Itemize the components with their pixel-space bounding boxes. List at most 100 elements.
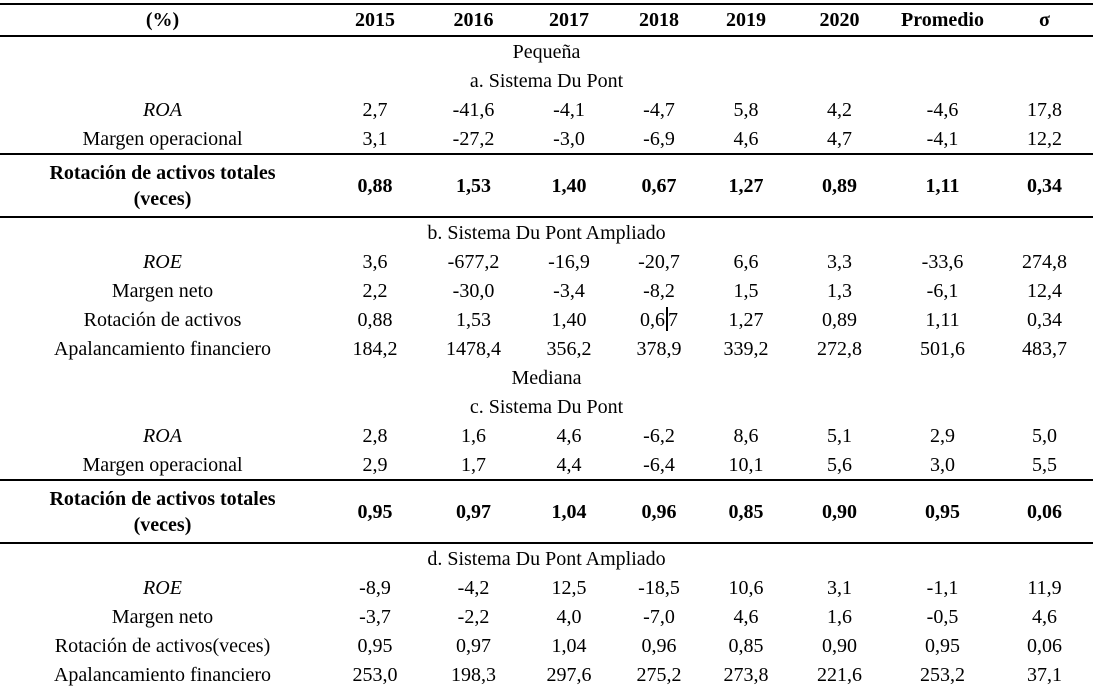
- data-cell: -8,9: [359, 576, 391, 599]
- data-cell: 339,2: [723, 337, 769, 360]
- section-title: d. Sistema Du Pont Ampliado: [427, 547, 666, 570]
- table-header: (%) 2015 2016 2017 2018 2019 2020 Promedio σ: [0, 4, 1093, 37]
- data-cell: -7,0: [643, 605, 675, 628]
- data-cell: 3,3: [827, 250, 852, 273]
- dupont-table: (%) 2015 2016 2017 2018 2019 2020 Promedio σ Peq…: [0, 3, 1093, 688]
- data-cell: -27,2: [452, 127, 495, 150]
- data-cell: 0,88: [325, 153, 425, 218]
- table-row: Rotación de activos totales (veces) 0,88 1,…: [0, 153, 1093, 218]
- data-cell: 272,8: [817, 337, 862, 360]
- data-cell: 2,8: [362, 424, 388, 447]
- header-row: (%) 2015 2016 2017 2018 2019 2020 Promedio σ: [0, 4, 1093, 37]
- row-label-line: (veces): [133, 187, 192, 210]
- data-cell: 275,2: [636, 663, 682, 686]
- row-label: Margen neto: [111, 279, 214, 302]
- data-cell: 1,6: [461, 424, 486, 447]
- row-label: ROE: [143, 250, 182, 273]
- section-title: c. Sistema Du Pont: [469, 395, 624, 418]
- group-title-row: Pequeña: [0, 36, 1093, 66]
- data-cell: 0,95: [357, 634, 393, 657]
- table-row: ROA 2,7 -41,6 -4,1 -4,7 5,8 4,2 -4,6 17,8: [0, 95, 1093, 124]
- table-row: Margen neto 2,2 -30,0 -3,4 -8,2 1,5 1,3 -6,1 12,…: [0, 276, 1093, 305]
- data-cell: -6,1: [926, 279, 959, 302]
- data-cell: 0,34: [1027, 308, 1062, 331]
- data-cell: 0,85: [702, 479, 790, 544]
- data-cell: 6,6: [733, 250, 759, 273]
- data-cell: 3,0: [930, 453, 955, 476]
- data-cell: -677,2: [447, 250, 500, 273]
- data-cell: 3,1: [362, 127, 388, 150]
- data-cell: 0,67: [616, 153, 702, 218]
- table-row: Apalancamiento financiero 253,0 198,3 297,6…: [0, 660, 1093, 688]
- data-cell: 483,7: [1022, 337, 1067, 360]
- data-cell: 10,6: [728, 576, 764, 599]
- data-cell: 274,8: [1022, 250, 1067, 273]
- table-body: Pequeña a. Sistema Du Pont ROA 2,7 -41,6 -4,1…: [0, 36, 1093, 688]
- table-row: Rotación de activos(veces) 0,95 0,97 1,04 0,…: [0, 631, 1093, 660]
- column-header: 2016: [425, 4, 522, 37]
- row-label: Apalancamiento financiero: [53, 663, 272, 686]
- data-cell: 0,95: [325, 479, 425, 544]
- column-header: 2020: [790, 4, 889, 37]
- data-cell: 0,90: [790, 479, 889, 544]
- data-cell: 0,96: [641, 634, 677, 657]
- row-label: Rotación de activos: [83, 308, 242, 331]
- data-cell: 501,6: [920, 337, 965, 360]
- data-cell: 0,88: [357, 308, 393, 331]
- group-title-row: Mediana: [0, 363, 1093, 392]
- data-cell: -2,2: [457, 605, 490, 628]
- table-row: Rotación de activos totales (veces) 0,95 0,…: [0, 479, 1093, 544]
- data-cell: 4,6: [556, 424, 582, 447]
- data-cell: 1,40: [522, 153, 616, 218]
- data-cell: -33,6: [921, 250, 964, 273]
- section-title-row: a. Sistema Du Pont: [0, 66, 1093, 95]
- data-cell: -41,6: [452, 98, 495, 121]
- row-label: ROA: [143, 98, 182, 121]
- data-cell: 4,6: [1032, 605, 1057, 628]
- row-label: Margen operacional: [82, 453, 243, 476]
- section-title: b. Sistema Du Pont Ampliado: [427, 221, 666, 244]
- data-cell: 0,95: [889, 479, 996, 544]
- data-cell: -4,7: [643, 98, 675, 121]
- data-cell: 0,06: [1027, 634, 1062, 657]
- row-label: Rotación de activos(veces): [54, 634, 271, 657]
- table-row: Margen operacional 2,9 1,7 4,4 -6,4 10,1 5,6 3,…: [0, 450, 1093, 480]
- data-cell: 5,0: [1032, 424, 1057, 447]
- table-row: Apalancamiento financiero 184,2 1478,4 356,…: [0, 334, 1093, 363]
- data-cell: -1,1: [926, 576, 959, 599]
- data-cell: 1,3: [827, 279, 852, 302]
- table-row: Rotación de activos 0,88 1,53 1,40 0,6 7 1,27 0…: [0, 305, 1093, 334]
- data-cell: -4,1: [553, 98, 585, 121]
- row-label-line: Rotación de activos totales: [49, 487, 276, 510]
- data-cell: 1478,4: [446, 337, 501, 360]
- group-title: Mediana: [511, 366, 582, 389]
- data-cell: -16,9: [548, 250, 590, 273]
- data-cell: 0,97: [456, 634, 491, 657]
- column-header: σ: [996, 4, 1093, 37]
- data-cell: 1,53: [425, 153, 522, 218]
- section-title: a. Sistema Du Pont: [469, 69, 624, 92]
- data-cell: 0,90: [822, 634, 857, 657]
- row-label: Margen neto: [111, 605, 214, 628]
- data-cell: -0,5: [926, 605, 959, 628]
- data-cell: -4,6: [926, 98, 959, 121]
- data-cell: 4,6: [733, 605, 759, 628]
- data-cell: 0,89: [822, 308, 857, 331]
- data-cell: 4,0: [556, 605, 582, 628]
- data-cell: -8,2: [643, 279, 675, 302]
- table-row: ROE 3,6 -677,2 -16,9 -20,7 6,6 3,3 -33,6 274,8: [0, 247, 1093, 276]
- row-label: Rotación de activos totales (veces): [0, 479, 325, 544]
- row-label-line: (veces): [133, 513, 192, 536]
- section-title-row: b. Sistema Du Pont Ampliado: [0, 217, 1093, 247]
- table-row: ROE -8,9 -4,2 12,5 -18,5 10,6 3,1 -1,1 11,9: [0, 573, 1093, 602]
- data-cell: 1,27: [702, 153, 790, 218]
- data-cell: 378,9: [636, 337, 682, 360]
- data-cell: 11,9: [1027, 576, 1062, 599]
- data-cell: 10,1: [728, 453, 764, 476]
- column-header: 2017: [522, 4, 616, 37]
- data-cell: 356,2: [546, 337, 592, 360]
- data-cell: 1,11: [925, 308, 960, 331]
- section-title-row: d. Sistema Du Pont Ampliado: [0, 543, 1093, 573]
- row-label: Apalancamiento financiero: [53, 337, 272, 360]
